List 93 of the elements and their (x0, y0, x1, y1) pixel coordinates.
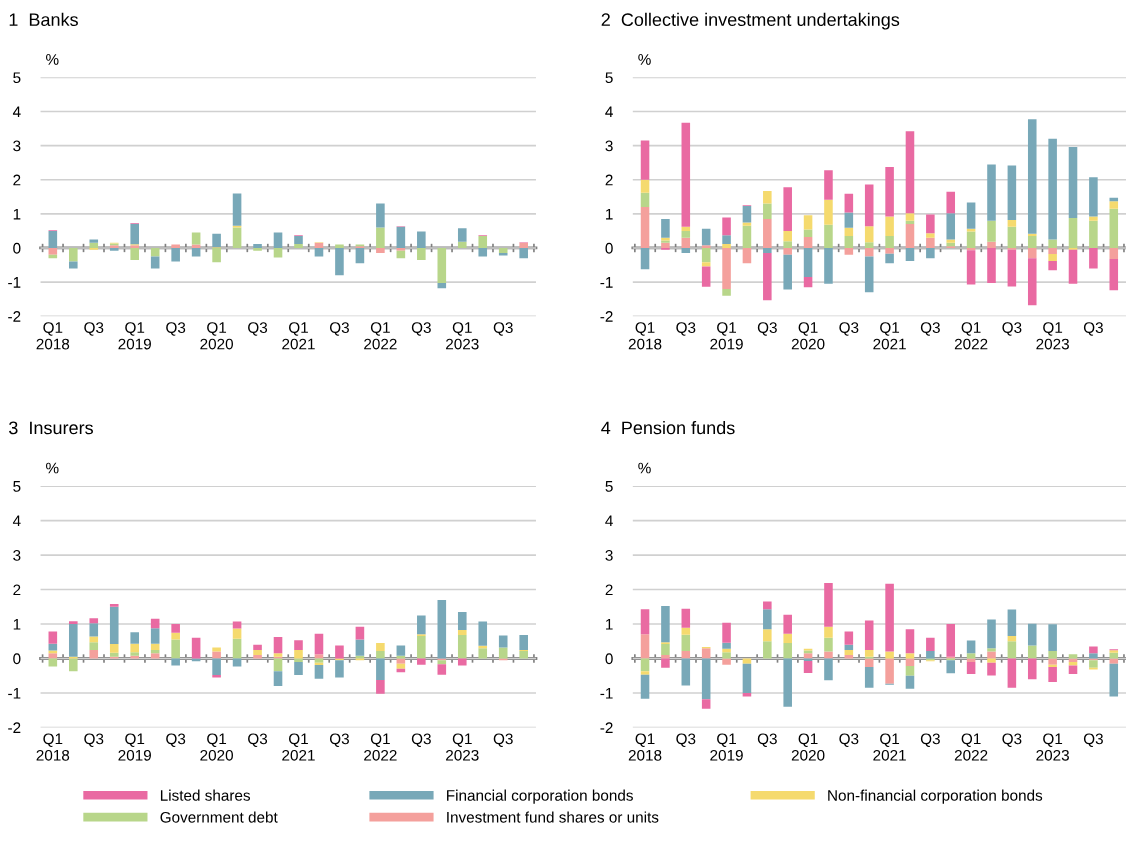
y-tick-label: 2 (605, 174, 613, 186)
y-tick-label: -2 (600, 722, 613, 733)
x-tick-label: Q3 (493, 322, 513, 336)
x-tick-label: Q1 2019 (118, 733, 151, 761)
y-tick-label: -1 (8, 277, 21, 288)
x-tick-label: Q1 2018 (628, 322, 662, 350)
legend-label: Financial corporation bonds (447, 789, 633, 804)
x-tick-label: Q3 (757, 322, 777, 336)
x-tick-label: Q1 2018 (36, 733, 70, 761)
chart-title: 3 Insurers (9, 421, 93, 435)
x-tick-label: Q1 2020 (791, 322, 825, 350)
y-tick-label: 4 (605, 515, 613, 527)
x-tick-label: Q3 (920, 322, 940, 336)
y-tick-label: -2 (8, 311, 21, 322)
x-tick-label: Q1 2021 (873, 733, 906, 761)
x-tick-label: Q3 (166, 733, 186, 747)
x-tick-label: Q3 (757, 733, 777, 747)
x-tick-label: Q3 (84, 733, 104, 747)
legend-label: Listed shares (160, 789, 251, 801)
y-tick-label: 3 (13, 549, 21, 561)
x-tick-label: Q1 2021 (282, 322, 315, 350)
x-tick-label: Q1 2022 (954, 322, 988, 350)
y-axis-title: % (638, 54, 651, 65)
x-tick-label: Q3 (411, 733, 431, 747)
y-axis-title: % (46, 54, 59, 65)
legend-label: Non-financial corporation bonds (828, 789, 1043, 804)
x-tick-label: Q3 (1002, 733, 1022, 747)
x-tick-label: Q3 (839, 733, 859, 747)
x-tick-label: Q1 2023 (1036, 322, 1069, 350)
x-tick-label: Q3 (493, 733, 513, 747)
y-tick-label: 4 (12, 515, 21, 527)
y-tick-label: -1 (600, 277, 613, 288)
x-tick-label: Q3 (248, 733, 268, 747)
y-tick-label: 1 (606, 619, 613, 630)
x-tick-label: Q1 2019 (118, 322, 151, 350)
y-tick-label: 2 (13, 174, 21, 186)
x-tick-label: Q3 (329, 322, 349, 336)
x-tick-label: Q1 2021 (873, 322, 906, 350)
y-tick-label: -2 (600, 311, 613, 322)
y-tick-label: 5 (13, 481, 21, 492)
y-axis-title: % (638, 462, 651, 474)
x-tick-label: Q1 2023 (1036, 733, 1069, 761)
x-tick-label: Q1 2019 (710, 733, 743, 761)
x-tick-label: Q1 2021 (282, 733, 315, 761)
x-tick-label: Q1 2023 (446, 322, 479, 350)
x-tick-label: Q3 (676, 733, 696, 747)
y-axis-title: % (46, 462, 59, 474)
x-tick-label: Q1 2020 (791, 733, 825, 761)
x-tick-label: Q3 (1083, 322, 1103, 336)
x-tick-label: Q3 (411, 322, 431, 336)
y-tick-label: 0 (605, 653, 613, 665)
x-tick-label: Q3 (676, 322, 696, 336)
x-tick-label: Q3 (329, 733, 349, 747)
y-tick-label: 1 (606, 208, 613, 220)
chart-title: 1 Banks (9, 12, 78, 27)
x-tick-label: Q1 2018 (36, 322, 70, 350)
x-tick-label: Q3 (839, 322, 859, 336)
y-tick-label: 3 (13, 140, 21, 152)
y-tick-label: 1 (13, 619, 21, 630)
y-tick-label: 5 (605, 481, 613, 492)
y-tick-label: 2 (605, 584, 613, 596)
x-tick-label: Q3 (84, 322, 104, 336)
y-tick-label: 0 (13, 242, 21, 254)
x-tick-label: Q3 (248, 322, 268, 336)
y-tick-label: 3 (605, 549, 613, 561)
legend-label: Investment fund shares or units (447, 811, 659, 823)
y-tick-label: 4 (605, 106, 613, 118)
y-tick-label: 2 (13, 584, 21, 596)
y-tick-label: -1 (8, 688, 21, 699)
y-tick-label: 5 (605, 72, 613, 84)
legend-label: Government debt (160, 811, 278, 823)
x-tick-label: Q3 (920, 733, 940, 747)
x-tick-label: Q1 2022 (954, 733, 988, 761)
y-tick-label: 4 (12, 106, 21, 118)
y-tick-label: 1 (13, 208, 21, 220)
y-tick-label: -2 (8, 722, 21, 733)
chart-title: 4 Pension funds (601, 420, 735, 435)
y-tick-label: 3 (605, 140, 613, 152)
x-tick-label: Q1 2022 (364, 322, 397, 350)
y-tick-label: 0 (605, 242, 613, 254)
x-tick-label: Q1 2022 (364, 733, 397, 761)
x-tick-label: Q1 2020 (200, 733, 233, 761)
chart-title: 2 Collective investment undertakings (601, 12, 900, 30)
x-tick-label: Q3 (1083, 733, 1103, 747)
y-tick-label: -1 (600, 688, 613, 699)
x-tick-label: Q1 2020 (200, 322, 233, 350)
x-tick-label: Q1 2019 (710, 322, 743, 350)
y-tick-label: 0 (13, 653, 21, 665)
x-tick-label: Q1 2018 (628, 733, 662, 761)
x-tick-label: Q3 (1002, 322, 1022, 336)
y-tick-label: 5 (13, 72, 21, 84)
x-tick-label: Q3 (166, 322, 186, 336)
x-tick-label: Q1 2023 (446, 733, 479, 761)
